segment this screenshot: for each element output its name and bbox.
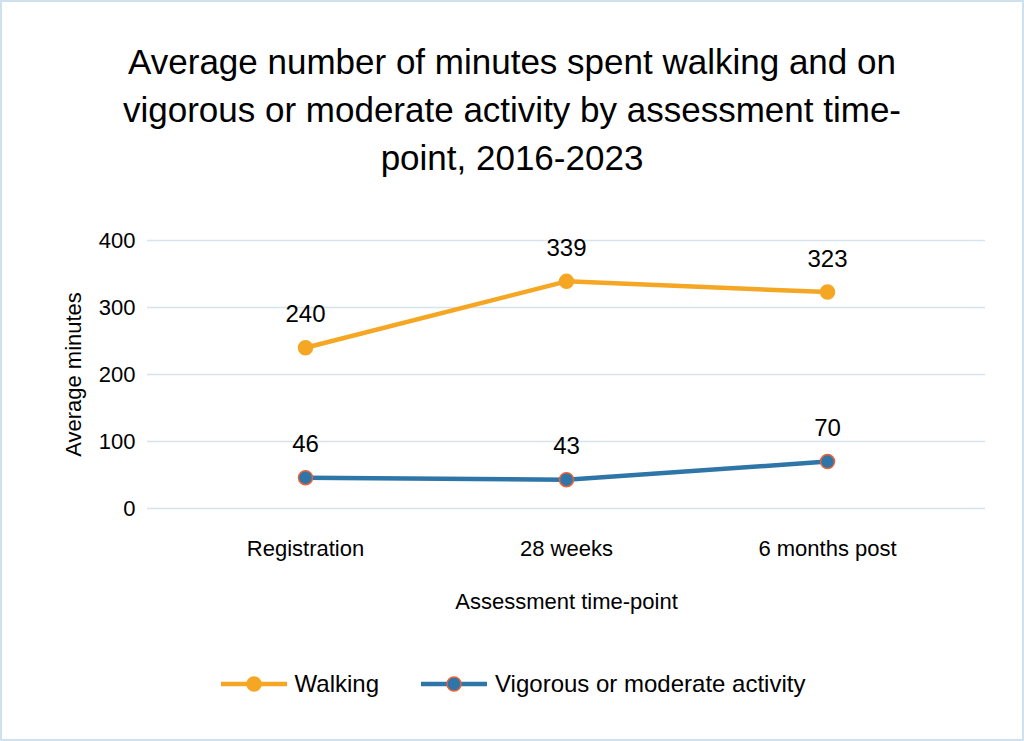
- svg-text:46: 46: [292, 430, 319, 457]
- svg-text:240: 240: [285, 300, 325, 327]
- svg-text:Assessment time-point: Assessment time-point: [455, 589, 678, 614]
- svg-text:323: 323: [807, 245, 847, 272]
- svg-text:Registration: Registration: [247, 536, 364, 561]
- svg-text:28 weeks: 28 weeks: [520, 536, 613, 561]
- svg-text:0: 0: [123, 496, 135, 521]
- svg-text:70: 70: [814, 414, 841, 441]
- svg-text:200: 200: [99, 362, 136, 387]
- svg-text:100: 100: [99, 429, 136, 454]
- html-text:Walking: Walking: [294, 670, 379, 697]
- svg-text:6 months post: 6 months post: [758, 536, 896, 561]
- svg-text:Average minutes: Average minutes: [61, 292, 86, 457]
- html-text:Vigorous or moderate activity: Vigorous or moderate activity: [495, 670, 806, 697]
- svg-text:400: 400: [99, 228, 136, 253]
- html-text:Average number of minutes spen: Average number of minutes spent walking …: [123, 42, 901, 177]
- svg-text:300: 300: [99, 295, 136, 320]
- svg-text:339: 339: [546, 234, 586, 261]
- svg-text:43: 43: [553, 432, 580, 459]
